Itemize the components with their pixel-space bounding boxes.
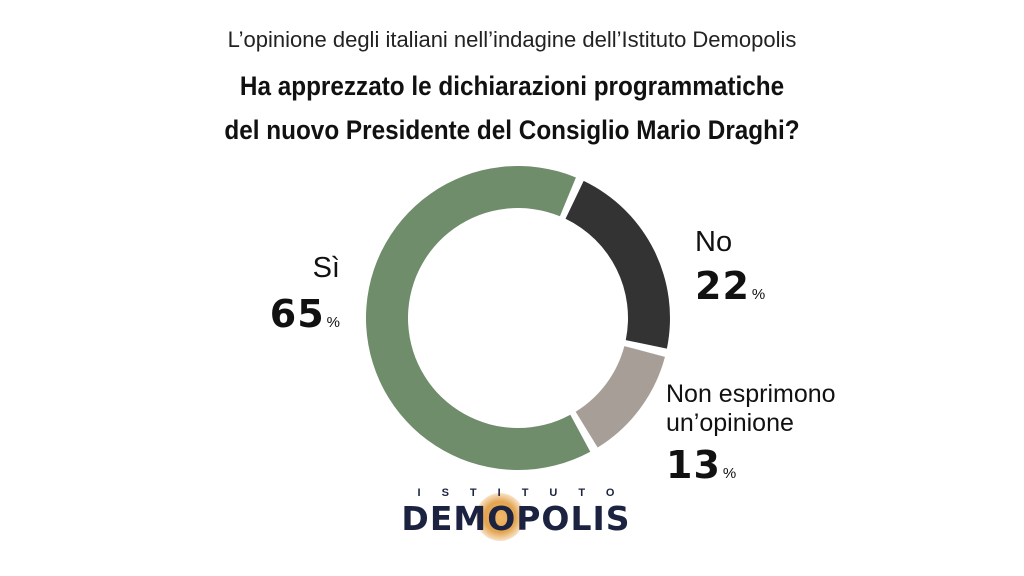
slice-category-no-opinion-line-2: un’opinione — [666, 409, 794, 437]
slice-category-no: No — [695, 226, 733, 258]
slice-percent-no-opinion: 13% — [666, 446, 836, 484]
logo-top-text: ISTITUTO — [417, 487, 636, 499]
slice-value-no-opinion: 13 — [666, 443, 721, 487]
chart-title-line-2: del nuovo Presidente del Consiglio Mario… — [224, 115, 800, 145]
chart-subtitle: L’opinione degli italiani nell’indagine … — [227, 27, 797, 52]
demopolis-logo: ISTITUTO DEMOPOLIS — [370, 487, 662, 547]
chart-title: Ha apprezzato le dichiarazioni programma… — [51, 64, 973, 152]
percent-sign: % — [722, 465, 737, 482]
slice-percent-no: 22% — [695, 267, 765, 305]
logo-emblem-icon — [476, 493, 524, 541]
slice-value-no: 22 — [695, 264, 750, 308]
slice-category-si: Sì — [312, 252, 340, 284]
percent-sign: % — [751, 286, 766, 303]
slice-category-no-opinion: Non esprimono un’opinione — [666, 380, 836, 438]
slice-no-opinion — [575, 346, 665, 448]
chart-title-line-1: Ha apprezzato le dichiarazioni programma… — [239, 71, 785, 101]
logo-main-text: DEMOPOLIS — [401, 499, 631, 538]
slice-no — [565, 180, 670, 349]
slice-category-no-opinion-line-1: Non esprimono — [666, 380, 836, 408]
slice-label-no-opinion: Non esprimono un’opinione 13% — [666, 380, 836, 484]
percent-sign: % — [326, 314, 340, 331]
slice-percent-si: 65% — [270, 295, 340, 333]
slice-value-si: 65 — [269, 292, 325, 336]
slice-si — [366, 165, 591, 470]
slice-label-si: Sì 65% — [270, 252, 340, 334]
slice-label-no: No 22% — [695, 226, 765, 306]
